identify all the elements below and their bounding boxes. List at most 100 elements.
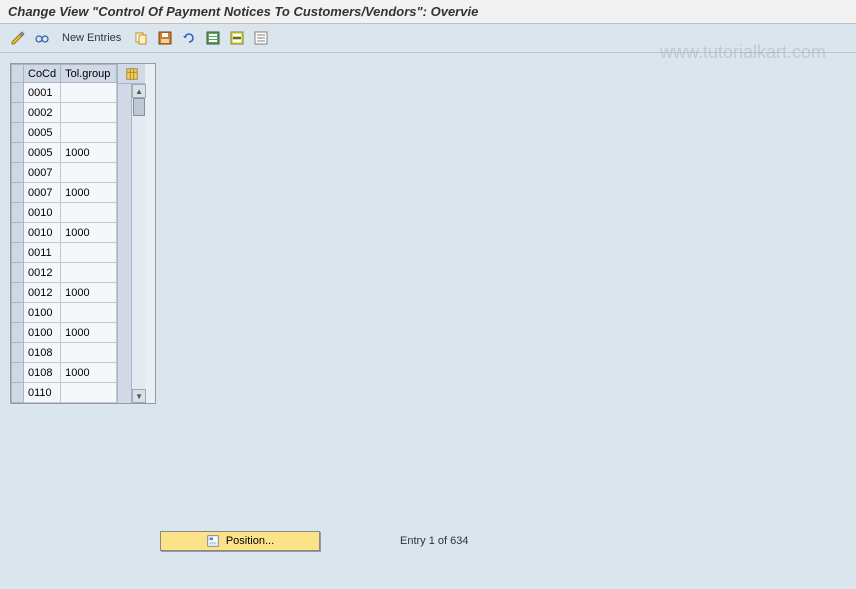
cocd-cell[interactable]: 0005 — [24, 123, 61, 143]
vertical-scrollbar[interactable]: ▲ ▼ — [131, 84, 145, 403]
save-icon — [157, 30, 173, 46]
cocd-cell[interactable]: 0007 — [24, 163, 61, 183]
tolgroup-cell[interactable]: 1000 — [61, 323, 117, 343]
row-selector-cell[interactable] — [12, 123, 24, 143]
table-row[interactable]: 01081000 — [12, 363, 117, 383]
tolgroup-cell[interactable] — [61, 383, 117, 403]
cocd-cell[interactable]: 0100 — [24, 303, 61, 323]
content-area: CoCd Tol.group 0001000200050005100000070… — [0, 53, 856, 414]
select-block-icon — [229, 30, 245, 46]
row-selector-cell[interactable] — [12, 83, 24, 103]
cocd-cell[interactable]: 0012 — [24, 283, 61, 303]
tolgroup-cell[interactable]: 1000 — [61, 183, 117, 203]
cocd-cell[interactable]: 0001 — [24, 83, 61, 103]
cocd-cell[interactable]: 0011 — [24, 243, 61, 263]
tolgroup-cell[interactable] — [61, 263, 117, 283]
table-row[interactable]: 0005 — [12, 123, 117, 143]
row-selector-cell[interactable] — [12, 243, 24, 263]
row-selector-cell[interactable] — [12, 103, 24, 123]
tolgroup-cell[interactable]: 1000 — [61, 223, 117, 243]
tolgroup-cell[interactable]: 1000 — [61, 363, 117, 383]
table-config-button[interactable] — [118, 64, 145, 84]
selector-column-header[interactable] — [12, 65, 24, 83]
table-config-icon — [125, 67, 139, 81]
new-entries-button[interactable]: New Entries — [56, 30, 127, 46]
deselect-all-icon — [253, 30, 269, 46]
table-row[interactable]: 01001000 — [12, 323, 117, 343]
table-row[interactable]: 00101000 — [12, 223, 117, 243]
other-view-button[interactable] — [32, 28, 52, 48]
cocd-cell[interactable]: 0100 — [24, 323, 61, 343]
table-row[interactable]: 00051000 — [12, 143, 117, 163]
table-row[interactable]: 0010 — [12, 203, 117, 223]
row-selector-cell[interactable] — [12, 383, 24, 403]
entries-table: CoCd Tol.group 0001000200050005100000070… — [11, 64, 117, 403]
select-all-button[interactable] — [203, 28, 223, 48]
table-row[interactable]: 0012 — [12, 263, 117, 283]
tolgroup-cell[interactable] — [61, 243, 117, 263]
cocd-column-header[interactable]: CoCd — [24, 65, 61, 83]
undo-button[interactable] — [179, 28, 199, 48]
scroll-thumb[interactable] — [133, 98, 145, 116]
cocd-cell[interactable]: 0005 — [24, 143, 61, 163]
entry-counter: Entry 1 of 634 — [400, 535, 469, 547]
cocd-cell[interactable]: 0012 — [24, 263, 61, 283]
footer-row: Position... Entry 1 of 634 — [160, 531, 469, 551]
position-icon — [206, 534, 220, 548]
cocd-cell[interactable]: 0108 — [24, 343, 61, 363]
deselect-all-button[interactable] — [251, 28, 271, 48]
tolgroup-cell[interactable] — [61, 343, 117, 363]
glasses-icon — [34, 30, 50, 46]
save-button[interactable] — [155, 28, 175, 48]
cocd-cell[interactable]: 0002 — [24, 103, 61, 123]
data-table-wrapper: CoCd Tol.group 0001000200050005100000070… — [10, 63, 156, 404]
page-title-bar: Change View "Control Of Payment Notices … — [0, 0, 856, 24]
table-row[interactable]: 00071000 — [12, 183, 117, 203]
tolgroup-cell[interactable] — [61, 163, 117, 183]
copy-icon — [133, 30, 149, 46]
table-row[interactable]: 0110 — [12, 383, 117, 403]
cocd-cell[interactable]: 0007 — [24, 183, 61, 203]
tolgroup-cell[interactable] — [61, 203, 117, 223]
position-button-label: Position... — [226, 535, 274, 547]
row-selector-cell[interactable] — [12, 163, 24, 183]
toolbar: New Entries — [0, 24, 856, 53]
copy-button[interactable] — [131, 28, 151, 48]
row-selector-cell[interactable] — [12, 363, 24, 383]
tolgroup-cell[interactable] — [61, 123, 117, 143]
tolgroup-cell[interactable] — [61, 303, 117, 323]
select-block-button[interactable] — [227, 28, 247, 48]
tolgroup-cell[interactable] — [61, 83, 117, 103]
tolgroup-cell[interactable]: 1000 — [61, 143, 117, 163]
table-scroll-column: ▲ ▼ — [117, 64, 145, 403]
row-selector-cell[interactable] — [12, 223, 24, 243]
row-selector-cell[interactable] — [12, 303, 24, 323]
table-row[interactable]: 0001 — [12, 83, 117, 103]
tolgroup-cell[interactable]: 1000 — [61, 283, 117, 303]
scroll-up-button[interactable]: ▲ — [132, 84, 146, 98]
table-row[interactable]: 0108 — [12, 343, 117, 363]
tolgroup-cell[interactable] — [61, 103, 117, 123]
tolgroup-column-header[interactable]: Tol.group — [61, 65, 117, 83]
row-selector-cell[interactable] — [12, 343, 24, 363]
position-button[interactable]: Position... — [160, 531, 320, 551]
select-all-icon — [205, 30, 221, 46]
table-row[interactable]: 0007 — [12, 163, 117, 183]
table-row[interactable]: 0100 — [12, 303, 117, 323]
display-change-button[interactable] — [8, 28, 28, 48]
row-selector-cell[interactable] — [12, 283, 24, 303]
cocd-cell[interactable]: 0010 — [24, 203, 61, 223]
cocd-cell[interactable]: 0108 — [24, 363, 61, 383]
row-selector-cell[interactable] — [12, 143, 24, 163]
scroll-down-button[interactable]: ▼ — [132, 389, 146, 403]
row-selector-cell[interactable] — [12, 263, 24, 283]
table-row[interactable]: 0002 — [12, 103, 117, 123]
row-selector-cell[interactable] — [12, 183, 24, 203]
row-selector-cell[interactable] — [12, 203, 24, 223]
table-row[interactable]: 0011 — [12, 243, 117, 263]
row-selector-cell[interactable] — [12, 323, 24, 343]
table-row[interactable]: 00121000 — [12, 283, 117, 303]
cocd-cell[interactable]: 0010 — [24, 223, 61, 243]
cocd-cell[interactable]: 0110 — [24, 383, 61, 403]
pencil-toggle-icon — [10, 30, 26, 46]
